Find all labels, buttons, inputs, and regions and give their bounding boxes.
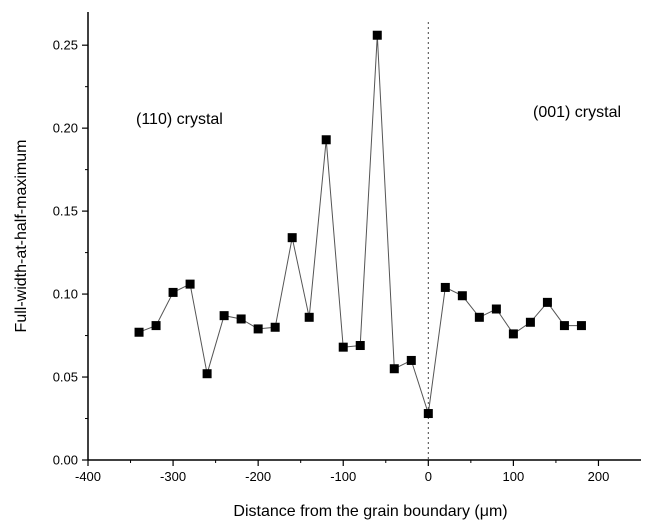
data-points (134, 30, 586, 419)
y-axis-ticks: 0.00 0.05 0.10 0.15 0.20 0.25 (53, 38, 88, 468)
data-point (474, 312, 484, 322)
x-axis-title: Distance from the grain boundary (μm) (233, 503, 507, 520)
y-tick-label: 0.05 (53, 370, 78, 385)
x-tick-label: -200 (245, 469, 271, 484)
data-point (457, 291, 467, 301)
axes: -400 -300 -200 -100 0 100 200 0.00 0.05 0.10 0.15… (53, 12, 641, 484)
data-point (440, 282, 450, 292)
data-point (542, 297, 552, 307)
data-point (287, 233, 297, 243)
data-point (304, 312, 314, 322)
x-tick-label: -400 (75, 469, 101, 484)
data-point (525, 317, 535, 327)
data-point (134, 327, 144, 337)
data-point (355, 341, 365, 351)
data-point (576, 321, 586, 331)
x-axis-ticks: -400 -300 -200 -100 0 100 200 (75, 460, 609, 484)
data-point (151, 321, 161, 331)
data-point (559, 321, 569, 331)
x-tick-label: 200 (588, 469, 610, 484)
y-tick-label: 0.00 (53, 453, 78, 468)
x-tick-label: 100 (503, 469, 525, 484)
x-tick-label: 0 (425, 469, 432, 484)
data-point (508, 329, 518, 339)
data-point (372, 30, 382, 40)
series-line (138, 35, 582, 414)
data-point (202, 369, 212, 379)
data-point (491, 304, 501, 314)
x-tick-label: -100 (330, 469, 356, 484)
y-tick-label: 0.15 (53, 204, 78, 219)
data-point (219, 311, 229, 321)
annotation-001-crystal: (001) crystal (533, 104, 621, 121)
data-point (406, 355, 416, 365)
data-point (321, 135, 331, 145)
data-point (236, 314, 246, 324)
plot-area (134, 22, 586, 460)
y-axis-title: Full-width-at-half-maximum (13, 140, 30, 333)
data-point (389, 364, 399, 374)
data-point (270, 322, 280, 332)
y-tick-label: 0.25 (53, 38, 78, 53)
y-tick-label: 0.10 (53, 287, 78, 302)
data-point (338, 342, 348, 352)
annotation-110-crystal: (110) crystal (136, 111, 223, 128)
data-point (253, 324, 263, 334)
data-point (423, 409, 433, 419)
x-tick-label: -300 (160, 469, 186, 484)
y-tick-label: 0.20 (53, 121, 78, 136)
data-point (168, 287, 178, 297)
data-point (185, 279, 195, 289)
